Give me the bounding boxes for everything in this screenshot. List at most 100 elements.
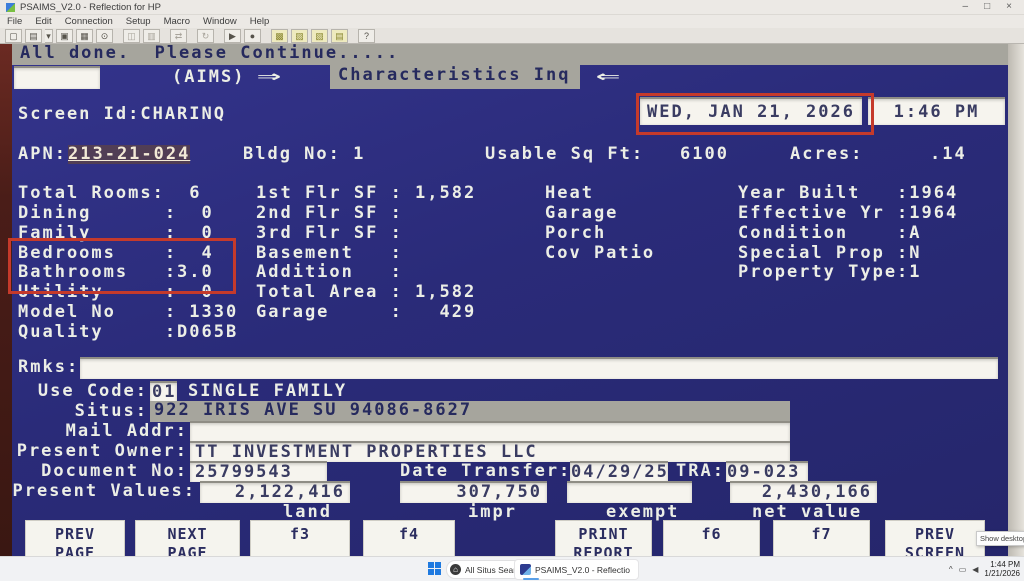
char-line: Porch xyxy=(545,223,607,243)
usable-sqft-value: 6100 xyxy=(680,144,729,164)
status-message: All done. Please Continue..... xyxy=(20,44,400,63)
date-field: WED, JAN 21, 2026 xyxy=(640,97,862,125)
context-help-icon[interactable]: ? xyxy=(358,28,375,43)
use-code-input[interactable]: 01 xyxy=(150,381,177,402)
status-bar: All done. Please Continue..... xyxy=(12,44,1008,65)
screen-title: Characteristics Inq xyxy=(338,65,571,85)
find-icon[interactable]: ⊙ xyxy=(96,28,113,43)
char-line: Year Built :1964 xyxy=(738,183,959,203)
menu-setup[interactable]: Setup xyxy=(125,16,151,27)
taskbar-clock[interactable]: 1:44 PM 1/21/2026 xyxy=(984,560,1020,578)
show-desktop-tooltip: Show desktop xyxy=(976,531,1024,546)
tray-volume-icon[interactable]: ◀ xyxy=(972,564,979,574)
refresh-icon[interactable]: ↻ xyxy=(197,28,214,43)
print-icon[interactable]: ▦ xyxy=(76,28,93,43)
open-file-dropdown-icon[interactable]: ▾ xyxy=(45,28,53,43)
transfer-icon[interactable]: ⇄ xyxy=(170,28,187,43)
apn-value[interactable]: 213-21-024 xyxy=(68,144,191,164)
value-column-impr: impr xyxy=(468,502,517,522)
menu-bar: File Edit Connection Setup Macro Window … xyxy=(0,15,1024,28)
fkey-f7[interactable]: f7 xyxy=(773,520,870,556)
rmks-input[interactable] xyxy=(80,357,998,379)
window-titlebar: PSAIMS_V2.0 - Reflection for HP – □ × xyxy=(0,0,1024,15)
char-line: Total Area : 1,582 xyxy=(256,282,477,302)
acres-label: Acres: xyxy=(790,144,864,164)
char-line: 2nd Flr SF : xyxy=(256,203,403,223)
char-line: Model No : 1330 xyxy=(18,302,239,322)
char-line: Basement : xyxy=(256,243,403,263)
fkey-prev-page[interactable]: PREV PAGE xyxy=(25,520,125,556)
screen-config-icon-1[interactable]: ▩ xyxy=(271,28,288,43)
screen-bezel-left xyxy=(0,44,12,556)
tray-display-icon[interactable]: ▭ xyxy=(958,564,967,574)
apn-label: APN: xyxy=(18,144,67,164)
active-app-indicator xyxy=(523,578,539,580)
document-no-label: Document No: xyxy=(41,461,188,481)
minimize-button[interactable]: – xyxy=(962,1,969,12)
char-line: Dining : 0 xyxy=(18,203,214,223)
usable-sqft-label: Usable Sq Ft: xyxy=(485,144,645,164)
start-button[interactable] xyxy=(428,562,441,575)
terminal-screen: All done. Please Continue..... (AIMS) ⇒ … xyxy=(12,44,1008,556)
new-document-icon[interactable]: ▢ xyxy=(5,28,22,43)
situs-field[interactable]: 922 IRIS AVE SU 94086-8627 xyxy=(150,401,790,422)
menu-window[interactable]: Window xyxy=(202,16,237,27)
acres-value: .14 xyxy=(930,144,967,164)
fkey-prev-screen[interactable]: PREV SCREEN xyxy=(885,520,985,556)
tra-label: TRA: xyxy=(676,461,725,481)
document-no-input[interactable]: 25799543 xyxy=(190,461,327,482)
aims-label: (AIMS) xyxy=(172,67,246,87)
char-line: Bedrooms : 4 xyxy=(18,243,214,263)
fkey-f6[interactable]: f6 xyxy=(663,520,760,556)
present-values-label: Present Values: xyxy=(12,481,196,501)
taskbar-app-psaims[interactable]: PSAIMS_V2.0 - Reflectio xyxy=(514,559,639,580)
net-value-input[interactable]: 2,430,166 xyxy=(730,481,877,503)
char-line: Bathrooms :3.0 xyxy=(18,262,214,282)
mail-addr-input[interactable] xyxy=(190,421,790,442)
copy-icon[interactable]: ◫ xyxy=(123,28,140,43)
menu-macro[interactable]: Macro xyxy=(163,16,190,27)
tra-input[interactable]: 09-023 xyxy=(726,461,808,482)
record-macro-icon[interactable]: ● xyxy=(244,28,261,43)
command-input[interactable] xyxy=(14,66,100,89)
land-value-input[interactable]: 2,122,416 xyxy=(200,481,350,503)
date-transfer-input[interactable]: 04/29/25 xyxy=(570,461,668,482)
char-line: Cov Patio xyxy=(545,243,656,263)
save-icon[interactable]: ▣ xyxy=(56,28,73,43)
fkey-f3[interactable]: f3 xyxy=(250,520,350,556)
present-owner-input[interactable]: TT INVESTMENT PROPERTIES LLC xyxy=(190,441,790,462)
screen-config-icon-3[interactable]: ▧ xyxy=(311,28,328,43)
open-file-icon[interactable]: ▤ xyxy=(25,28,42,43)
screen-config-icon-4[interactable]: ▤ xyxy=(331,28,348,43)
exempt-value-input[interactable] xyxy=(567,481,692,503)
maximize-button[interactable]: □ xyxy=(984,1,991,12)
menu-file[interactable]: File xyxy=(7,16,23,27)
present-owner-label: Present Owner: xyxy=(16,441,188,461)
toolbar: ▢ ▤ ▾ ▣ ▦ ⊙ ◫ ▥ ⇄ ↻ ▶ ● ▩ ▨ ▧ ▤ ? xyxy=(0,28,1024,44)
value-column-exempt: exempt xyxy=(606,502,680,522)
screen-bezel-right xyxy=(1008,44,1024,556)
app-taskbar-icon xyxy=(520,564,531,575)
char-line: Special Prop :N xyxy=(738,243,922,263)
menu-connection[interactable]: Connection xyxy=(64,16,113,27)
use-code-label: Use Code: xyxy=(37,381,148,401)
paste-icon[interactable]: ▥ xyxy=(143,28,160,43)
taskbar: ⌂ All Situs Search PSAIMS_V2.0 - Reflect… xyxy=(0,556,1024,581)
impr-value-input[interactable]: 307,750 xyxy=(400,481,547,503)
bldg-no: Bldg No: 1 xyxy=(243,144,366,164)
char-line: 3rd Flr SF : xyxy=(256,223,403,243)
menu-edit[interactable]: Edit xyxy=(35,16,52,27)
fkey-f4[interactable]: f4 xyxy=(363,520,455,556)
close-button[interactable]: × xyxy=(1006,1,1012,12)
char-line: Garage : 429 xyxy=(256,302,477,322)
value-column-land: land xyxy=(283,502,332,522)
fkey-next-page[interactable]: NEXT PAGE xyxy=(135,520,240,556)
tray-expand-icon[interactable]: ^ xyxy=(948,564,953,574)
run-macro-icon[interactable]: ▶ xyxy=(224,28,241,43)
screen-config-icon-2[interactable]: ▨ xyxy=(291,28,308,43)
menu-help[interactable]: Help xyxy=(249,16,270,27)
char-line: Heat xyxy=(545,183,594,203)
search-home-icon: ⌂ xyxy=(450,564,461,575)
date-transfer-label: Date Transfer: xyxy=(400,461,572,481)
fkey-print-report[interactable]: PRINT REPORT xyxy=(555,520,652,556)
